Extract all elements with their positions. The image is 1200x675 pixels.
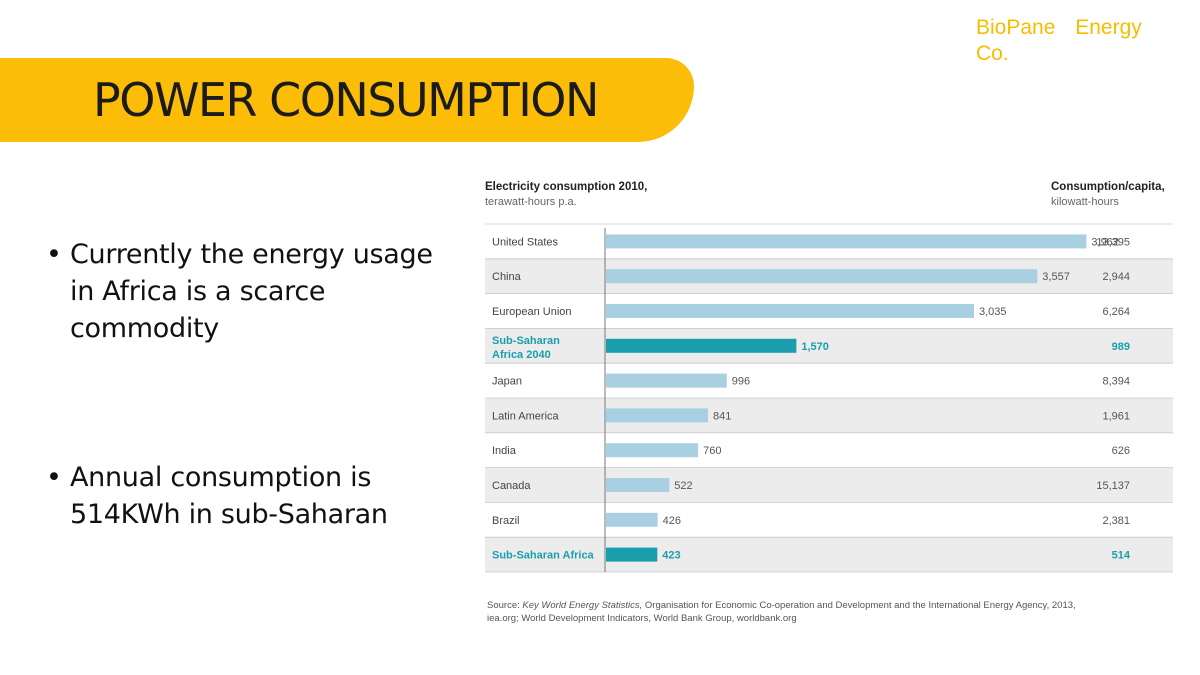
consumption-chart: Electricity consumption 2010, terawatt-h… xyxy=(480,176,1180,636)
category-label: Brazil xyxy=(492,515,520,527)
category-label: Sub-Saharan Africa 2040 xyxy=(492,335,560,361)
bullet-text: Currently the energy usage in Africa is … xyxy=(70,239,433,344)
per-capita-subtitle: kilowatt-hours xyxy=(1051,196,1119,208)
per-capita-value: 626 xyxy=(1112,445,1130,457)
bar-value-label: 1,570 xyxy=(801,341,829,353)
category-label: European Union xyxy=(492,306,572,318)
category-label: Latin America xyxy=(492,410,560,422)
bar-value-label: 426 xyxy=(663,515,681,527)
brand-name: BioPane Energy Co. xyxy=(976,16,1142,65)
bar xyxy=(606,234,1087,249)
row-shade xyxy=(485,398,1173,433)
row-shade xyxy=(485,537,1173,572)
bar xyxy=(606,478,670,492)
bar xyxy=(606,269,1038,284)
per-capita-value: 989 xyxy=(1112,341,1130,353)
bar xyxy=(606,338,797,353)
bullet-item: • Annual consumption is 514KWh in sub-Sa… xyxy=(46,459,446,533)
bar xyxy=(606,373,727,388)
per-capita-value: 13,395 xyxy=(1096,236,1130,248)
bullet-item: • Currently the energy usage in Africa i… xyxy=(46,236,446,347)
bar xyxy=(606,547,658,562)
bar-value-label: 423 xyxy=(662,550,680,562)
per-capita-value: 15,137 xyxy=(1096,480,1130,492)
bullet-list: • Currently the energy usage in Africa i… xyxy=(46,236,446,533)
per-capita-value: 8,394 xyxy=(1102,376,1130,388)
bar-value-label: 760 xyxy=(703,445,721,457)
source-title: Key World Energy Statistics, xyxy=(522,600,643,611)
title-bar xyxy=(0,58,694,142)
per-capita-value: 1,961 xyxy=(1102,410,1130,422)
bar xyxy=(606,304,974,318)
per-capita-value: 6,264 xyxy=(1102,306,1130,318)
bar-value-label: 522 xyxy=(674,480,692,492)
source-prefix: Source: xyxy=(487,600,523,611)
category-label: United States xyxy=(492,236,559,248)
bar-value-label: 3,962 xyxy=(1091,236,1119,248)
category-label: China xyxy=(492,271,522,283)
bar xyxy=(606,443,699,458)
chart-title: Electricity consumption 2010, xyxy=(485,181,648,193)
chart-subtitle: terawatt-hours p.a. xyxy=(485,196,577,208)
per-capita-value: 2,944 xyxy=(1102,271,1130,283)
category-label: Canada xyxy=(492,480,531,492)
per-capita-title: Consumption/capita, xyxy=(1051,181,1165,193)
bar xyxy=(606,408,708,423)
chart-source: Source: Key World Energy Statistics, Org… xyxy=(487,600,1087,625)
category-label: India xyxy=(492,445,517,457)
bullet-dot-icon: • xyxy=(46,239,62,270)
bar xyxy=(606,512,658,527)
per-capita-value: 2,381 xyxy=(1102,515,1130,527)
page-title: POWER CONSUMPTION xyxy=(93,73,599,127)
row-shade xyxy=(485,328,1173,364)
row-shade xyxy=(485,467,1173,503)
bullet-text: Annual consumption is 514KWh in sub-Saha… xyxy=(70,462,388,530)
bar-value-label: 3,557 xyxy=(1042,271,1070,283)
bar-value-label: 841 xyxy=(713,410,731,422)
per-capita-value: 514 xyxy=(1112,550,1131,562)
category-label: Japan xyxy=(492,376,522,388)
category-label: Sub-Saharan Africa xyxy=(492,550,595,562)
source-details: Organisation for Economic Co-operation a… xyxy=(487,600,1076,624)
bar-value-label: 996 xyxy=(732,376,750,388)
bar-value-label: 3,035 xyxy=(979,306,1007,318)
bullet-dot-icon: • xyxy=(46,462,62,493)
